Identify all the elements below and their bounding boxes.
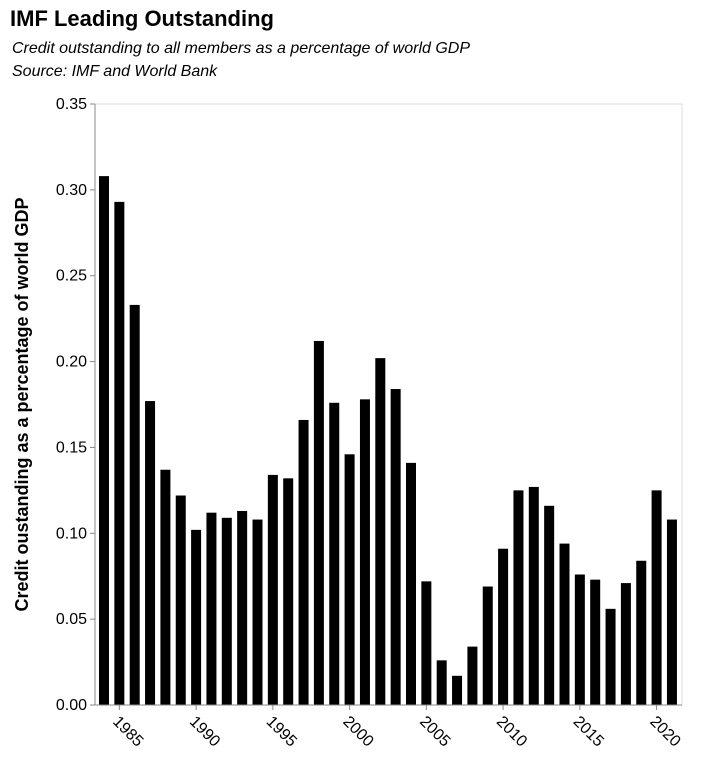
- bar-1986: [129, 304, 140, 705]
- y-tick-label: 0.20: [56, 354, 87, 371]
- bar-2018: [620, 583, 631, 705]
- x-tick-label: 1995: [263, 713, 300, 750]
- bars: [99, 176, 677, 705]
- bar-2008: [467, 646, 478, 705]
- x-tick-label: 1985: [109, 713, 146, 750]
- y-tick-label: 0.05: [56, 611, 87, 628]
- bar-1997: [298, 419, 309, 705]
- bar-2012: [528, 486, 539, 705]
- y-tick-label: 0.10: [56, 525, 87, 542]
- chart-title: IMF Leading Outstanding: [10, 6, 274, 31]
- bar-2002: [375, 358, 386, 705]
- x-tick-label: 2015: [570, 713, 607, 750]
- y-tick-label: 0.00: [56, 697, 87, 714]
- bar-1984: [99, 176, 109, 705]
- x-tick-label: 2000: [339, 713, 376, 750]
- y-tick-label: 0.25: [56, 268, 87, 285]
- bar-1992: [221, 517, 232, 705]
- bar-1991: [206, 512, 217, 705]
- bar-2013: [544, 505, 555, 705]
- bar-1995: [267, 474, 278, 705]
- bar-1985: [114, 201, 125, 705]
- bar-2011: [513, 490, 524, 705]
- bar-2010: [498, 548, 509, 705]
- bar-2014: [559, 543, 570, 705]
- bar-2021: [666, 519, 677, 705]
- bar-1998: [313, 340, 324, 705]
- bar-2004: [406, 462, 416, 705]
- x-tick-label: 2020: [646, 713, 683, 750]
- x-tick-label: 2010: [493, 713, 530, 750]
- bar-1990: [191, 529, 202, 705]
- y-axis-title: Credit oustanding as a percentage of wor…: [12, 197, 32, 611]
- bar-2009: [482, 586, 493, 705]
- x-tick-label: 2005: [416, 713, 453, 750]
- bar-1994: [252, 519, 263, 705]
- bar-2005: [421, 581, 432, 705]
- bar-2007: [452, 675, 463, 705]
- bar-2001: [359, 399, 370, 705]
- bar-1987: [145, 401, 156, 705]
- bar-1996: [283, 478, 294, 705]
- bar-2015: [574, 574, 585, 705]
- chart-subtitle-source: Source: IMF and World Bank: [12, 63, 218, 80]
- y-tick-label: 0.35: [56, 96, 87, 113]
- bar-1988: [160, 469, 171, 705]
- bar-1993: [237, 510, 248, 705]
- bar-2003: [390, 389, 401, 705]
- y-tick-label: 0.30: [56, 182, 87, 199]
- bar-1999: [329, 402, 340, 705]
- chart-subtitle-description: Credit outstanding to all members as a p…: [12, 40, 471, 57]
- x-tick-label: 1990: [186, 713, 223, 750]
- bar-2016: [590, 579, 601, 705]
- bar-2017: [605, 608, 616, 705]
- bar-1989: [175, 495, 186, 705]
- y-tick-label: 0.15: [56, 439, 87, 456]
- bar-2000: [344, 454, 355, 705]
- bar-2019: [636, 560, 647, 705]
- bar-2006: [436, 660, 447, 705]
- bar-2020: [651, 490, 662, 705]
